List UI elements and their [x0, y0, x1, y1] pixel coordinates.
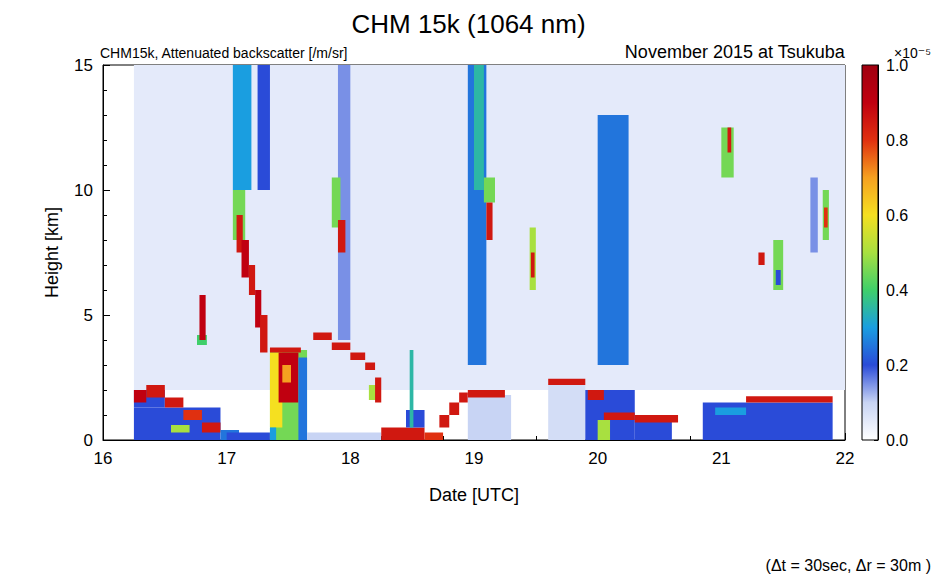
svg-text:(Δt = 30sec, Δr = 30m ): (Δt = 30sec, Δr = 30m ) [766, 557, 931, 574]
svg-text:15: 15 [74, 56, 93, 75]
svg-text:0.8: 0.8 [886, 132, 908, 149]
svg-text:CHM15k, Attenuated backscatter: CHM15k, Attenuated backscatter [/m/sr] [100, 45, 347, 61]
svg-text:CHM 15k (1064 nm): CHM 15k (1064 nm) [351, 9, 585, 39]
svg-text:17: 17 [217, 449, 236, 468]
svg-text:Date [UTC]: Date [UTC] [429, 485, 519, 505]
svg-text:November 2015 at Tsukuba: November 2015 at Tsukuba [625, 42, 846, 62]
svg-text:0.4: 0.4 [886, 282, 908, 299]
svg-text:Height [km]: Height [km] [42, 207, 62, 298]
svg-text:19: 19 [465, 449, 484, 468]
svg-text:20: 20 [588, 449, 607, 468]
svg-text:16: 16 [94, 449, 113, 468]
svg-text:5: 5 [84, 306, 93, 325]
svg-text:0.6: 0.6 [886, 207, 908, 224]
svg-text:22: 22 [836, 449, 855, 468]
svg-text:18: 18 [341, 449, 360, 468]
svg-text:0: 0 [84, 431, 93, 450]
svg-text:1.0: 1.0 [886, 56, 909, 74]
svg-text:0.2: 0.2 [886, 357, 908, 374]
svg-text:0.0: 0.0 [886, 432, 908, 449]
svg-text:×10⁻⁵: ×10⁻⁵ [894, 45, 931, 61]
svg-text:21: 21 [712, 449, 731, 468]
svg-text:10: 10 [74, 181, 93, 200]
